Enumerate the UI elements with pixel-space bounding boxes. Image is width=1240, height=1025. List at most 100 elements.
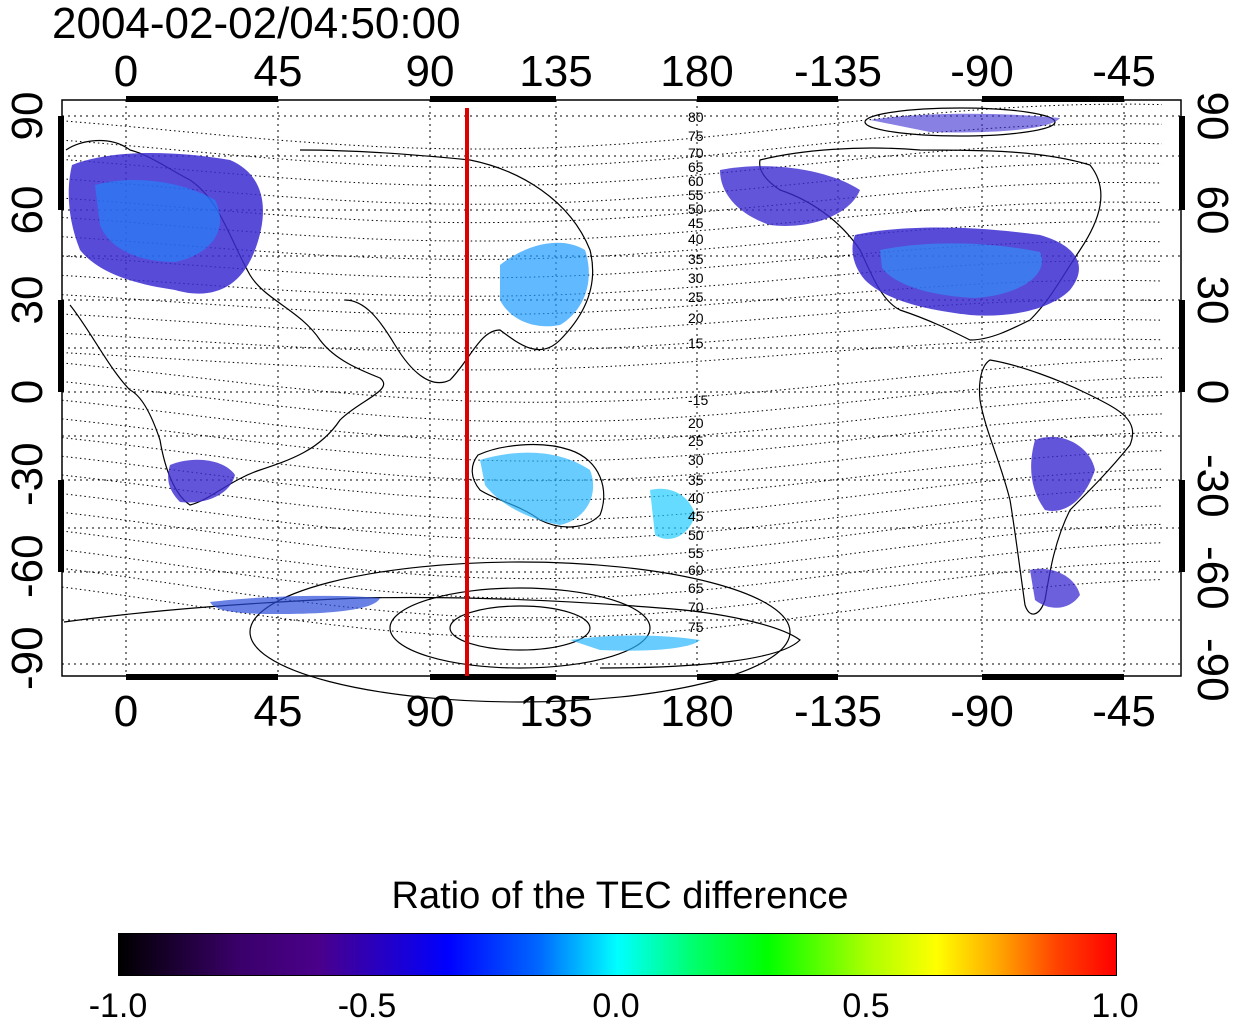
tick-left-label: -90 — [3, 626, 52, 690]
tick-top-label: 0 — [113, 47, 139, 96]
frame-bar — [58, 300, 64, 392]
contour-label: 60 — [688, 173, 704, 189]
frame-bar — [1179, 116, 1185, 210]
tick-top-label: 45 — [253, 47, 303, 96]
contour-line — [61, 376, 1163, 423]
contour-oval — [449, 605, 591, 651]
contour-label: 70 — [688, 599, 704, 615]
contour-label: 60 — [688, 562, 704, 578]
frame-bar — [126, 96, 278, 102]
tick-left-label: 30 — [3, 275, 52, 325]
contour-line — [61, 142, 1163, 187]
frame-bar — [430, 96, 556, 102]
contour-line — [61, 468, 1163, 521]
contour-line — [61, 579, 1163, 638]
contour-line — [61, 505, 1163, 560]
contour-label: 65 — [688, 159, 704, 175]
colorbar-tick-label: -1.0 — [88, 987, 148, 1025]
colorbar-tick-label: 0.0 — [592, 987, 640, 1025]
contour-label: -15 — [688, 392, 708, 408]
contour-line — [61, 450, 1163, 501]
tick-bottom-label: 135 — [519, 687, 593, 736]
frame-bar — [126, 674, 278, 680]
contour-oval — [864, 107, 1056, 137]
frame-bar — [1179, 300, 1185, 392]
contour-label: 50 — [688, 527, 704, 543]
tick-bottom-label: 90 — [405, 687, 455, 736]
tick-right-label: -30 — [1188, 454, 1237, 518]
tick-right-label: 30 — [1188, 275, 1237, 325]
contour-line — [61, 338, 1163, 371]
contour-line — [61, 182, 1163, 224]
tick-left-label: -60 — [3, 534, 52, 598]
colorbar-title: Ratio of the TEC difference — [391, 875, 849, 917]
tick-top-label: -90 — [950, 47, 1014, 96]
contour-label: 45 — [688, 215, 704, 231]
contour-label: 25 — [688, 289, 704, 305]
colorbar-tick-label: 1.0 — [1091, 987, 1139, 1025]
contour-line — [61, 431, 1163, 482]
tick-right-label: 0 — [1188, 379, 1237, 405]
frame-bar — [697, 96, 838, 102]
frame-tick-bars — [58, 96, 1185, 680]
contour-label: 80 — [688, 109, 704, 125]
contour-label: 15 — [688, 335, 704, 351]
contour-line — [61, 221, 1163, 260]
frame-bar — [982, 674, 1124, 680]
contour-label: 30 — [688, 452, 704, 468]
contour-line — [61, 542, 1163, 599]
tick-left-label: -30 — [3, 442, 52, 506]
tick-bottom-label: 0 — [113, 687, 139, 736]
tick-right-label: 60 — [1188, 185, 1237, 235]
tick-top-label: -45 — [1092, 47, 1156, 96]
contour-label: 25 — [688, 433, 704, 449]
tick-top-label: 135 — [519, 47, 593, 96]
colorbar-tick-label: 0.5 — [842, 987, 890, 1025]
tick-bottom-label: -45 — [1092, 687, 1156, 736]
contour-label: 35 — [688, 251, 704, 267]
colorbar — [118, 933, 1117, 976]
map-title: 2004-02-02/04:50:00 — [52, 0, 461, 48]
tick-bottom-label: 180 — [660, 687, 734, 736]
contour-label: 75 — [688, 619, 704, 635]
contour-label: 55 — [688, 187, 704, 203]
contour-label: 40 — [688, 231, 704, 247]
tick-right-label: -90 — [1188, 638, 1237, 702]
contour-line — [61, 201, 1163, 242]
colorbar-tick-label: -0.5 — [337, 987, 397, 1025]
contour-label: 20 — [688, 310, 704, 326]
contour-label: 35 — [688, 472, 704, 488]
contour-line — [61, 395, 1163, 443]
tec-ratio-data — [68, 113, 1095, 651]
tick-top-label: 180 — [660, 47, 734, 96]
tick-left-label: 60 — [3, 185, 52, 235]
frame-bar — [430, 674, 556, 680]
frame-bar — [982, 96, 1124, 102]
contour-line — [61, 487, 1163, 540]
contour-line — [61, 523, 1163, 580]
contour-oval — [389, 587, 651, 669]
contour-label: 55 — [688, 545, 704, 561]
tick-top-label: 90 — [405, 47, 455, 96]
contour-line — [61, 358, 1163, 403]
contour-labels: 8075706560555045403530252015-15202530354… — [688, 109, 708, 635]
tick-left-label: 90 — [3, 91, 52, 141]
tick-bottom-label: 45 — [253, 687, 303, 736]
frame-bar — [1179, 480, 1185, 572]
frame-bar — [58, 116, 64, 210]
contour-label: 65 — [688, 580, 704, 596]
contour-label: 70 — [688, 145, 704, 161]
tick-left-label: 0 — [3, 379, 52, 405]
contour-line — [61, 162, 1163, 205]
frame-bar — [697, 674, 838, 680]
contour-line — [61, 413, 1163, 462]
tick-top-label: -135 — [793, 47, 883, 96]
contour-oval — [249, 561, 791, 703]
magnetic-contours — [61, 103, 1163, 703]
contour-line — [61, 560, 1163, 619]
frame-bar — [58, 480, 64, 572]
contour-label: 75 — [688, 128, 704, 144]
contour-label: 30 — [688, 270, 704, 286]
contour-label: 40 — [688, 490, 704, 506]
